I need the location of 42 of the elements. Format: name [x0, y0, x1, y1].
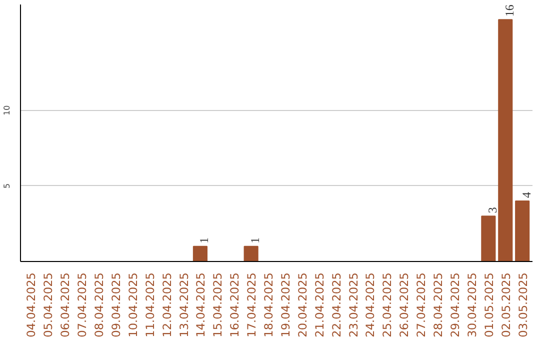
x-tick-label: 06.04.2025 [58, 272, 72, 338]
x-tick-label: 20.04.2025 [295, 272, 310, 338]
x-tick-label: 25.04.2025 [380, 272, 394, 338]
x-tick-label: 28.04.2025 [431, 272, 446, 338]
x-tick-label: 05.04.2025 [41, 272, 56, 338]
x-tick-label: 07.04.2025 [75, 272, 90, 338]
x-tick-label: 12.04.2025 [160, 272, 174, 338]
data-label: 16 [502, 4, 516, 17]
x-tick-label: 22.04.2025 [329, 272, 344, 338]
x-tick-label: 24.04.2025 [363, 272, 378, 338]
x-tick-label: 27.04.2025 [414, 272, 428, 338]
x-tick-label: 01.05.2025 [482, 272, 496, 338]
bar [192, 246, 208, 262]
x-tick-label: 18.04.2025 [262, 272, 276, 338]
y-tick-label: 10 [2, 105, 12, 116]
bar [498, 19, 513, 262]
bar [244, 246, 258, 262]
data-label: 3 [485, 207, 500, 214]
bar [481, 216, 496, 262]
x-tick-label: 21.04.2025 [312, 272, 326, 338]
x-tick-label: 03.05.2025 [516, 272, 530, 338]
x-tick-label: 13.04.2025 [176, 272, 191, 338]
x-tick-label: 30.04.2025 [464, 272, 479, 338]
data-label: 1 [197, 237, 212, 244]
x-tick-label: 08.04.2025 [92, 272, 106, 338]
y-tick-label: 5 [2, 183, 12, 188]
x-tick-label: 29.04.2025 [448, 272, 462, 338]
x-tick-label: 17.04.2025 [244, 272, 259, 338]
x-tick-label: 14.04.2025 [194, 272, 208, 338]
x-tick-label: 02.05.2025 [498, 272, 513, 338]
bar [515, 200, 530, 262]
x-tick-label: 09.04.2025 [108, 272, 123, 338]
x-tick-label: 04.04.2025 [24, 272, 38, 338]
x-tick-label: 11.04.2025 [142, 272, 157, 338]
x-tick-label: 19.04.2025 [278, 272, 292, 338]
x-tick-label: 10.04.2025 [126, 272, 140, 338]
x-tick-label: 15.04.2025 [210, 272, 225, 338]
data-label: 4 [519, 192, 534, 198]
x-tick-label: 16.04.2025 [228, 272, 242, 338]
x-tick-label: 23.04.2025 [346, 272, 360, 338]
data-label: 1 [248, 237, 262, 244]
x-tick-label: 26.04.2025 [397, 272, 412, 338]
